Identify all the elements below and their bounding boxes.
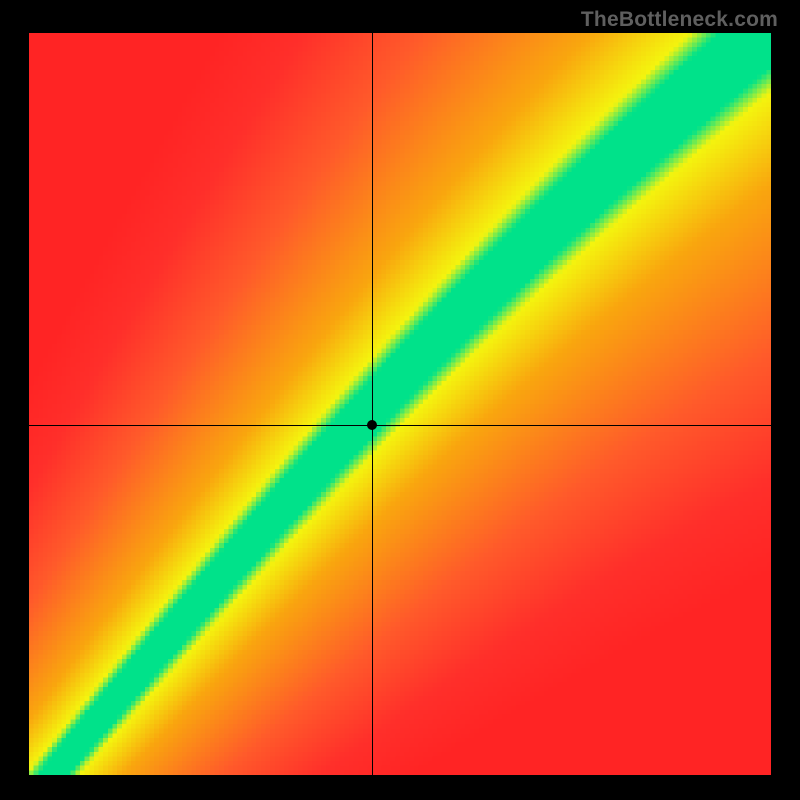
heatmap-plot — [29, 33, 771, 775]
watermark-text: TheBottleneck.com — [581, 8, 778, 32]
crosshair-horizontal — [29, 425, 771, 426]
crosshair-vertical — [372, 33, 373, 775]
heatmap-canvas — [29, 33, 771, 775]
chart-container: TheBottleneck.com — [0, 0, 800, 800]
selection-marker — [367, 420, 377, 430]
